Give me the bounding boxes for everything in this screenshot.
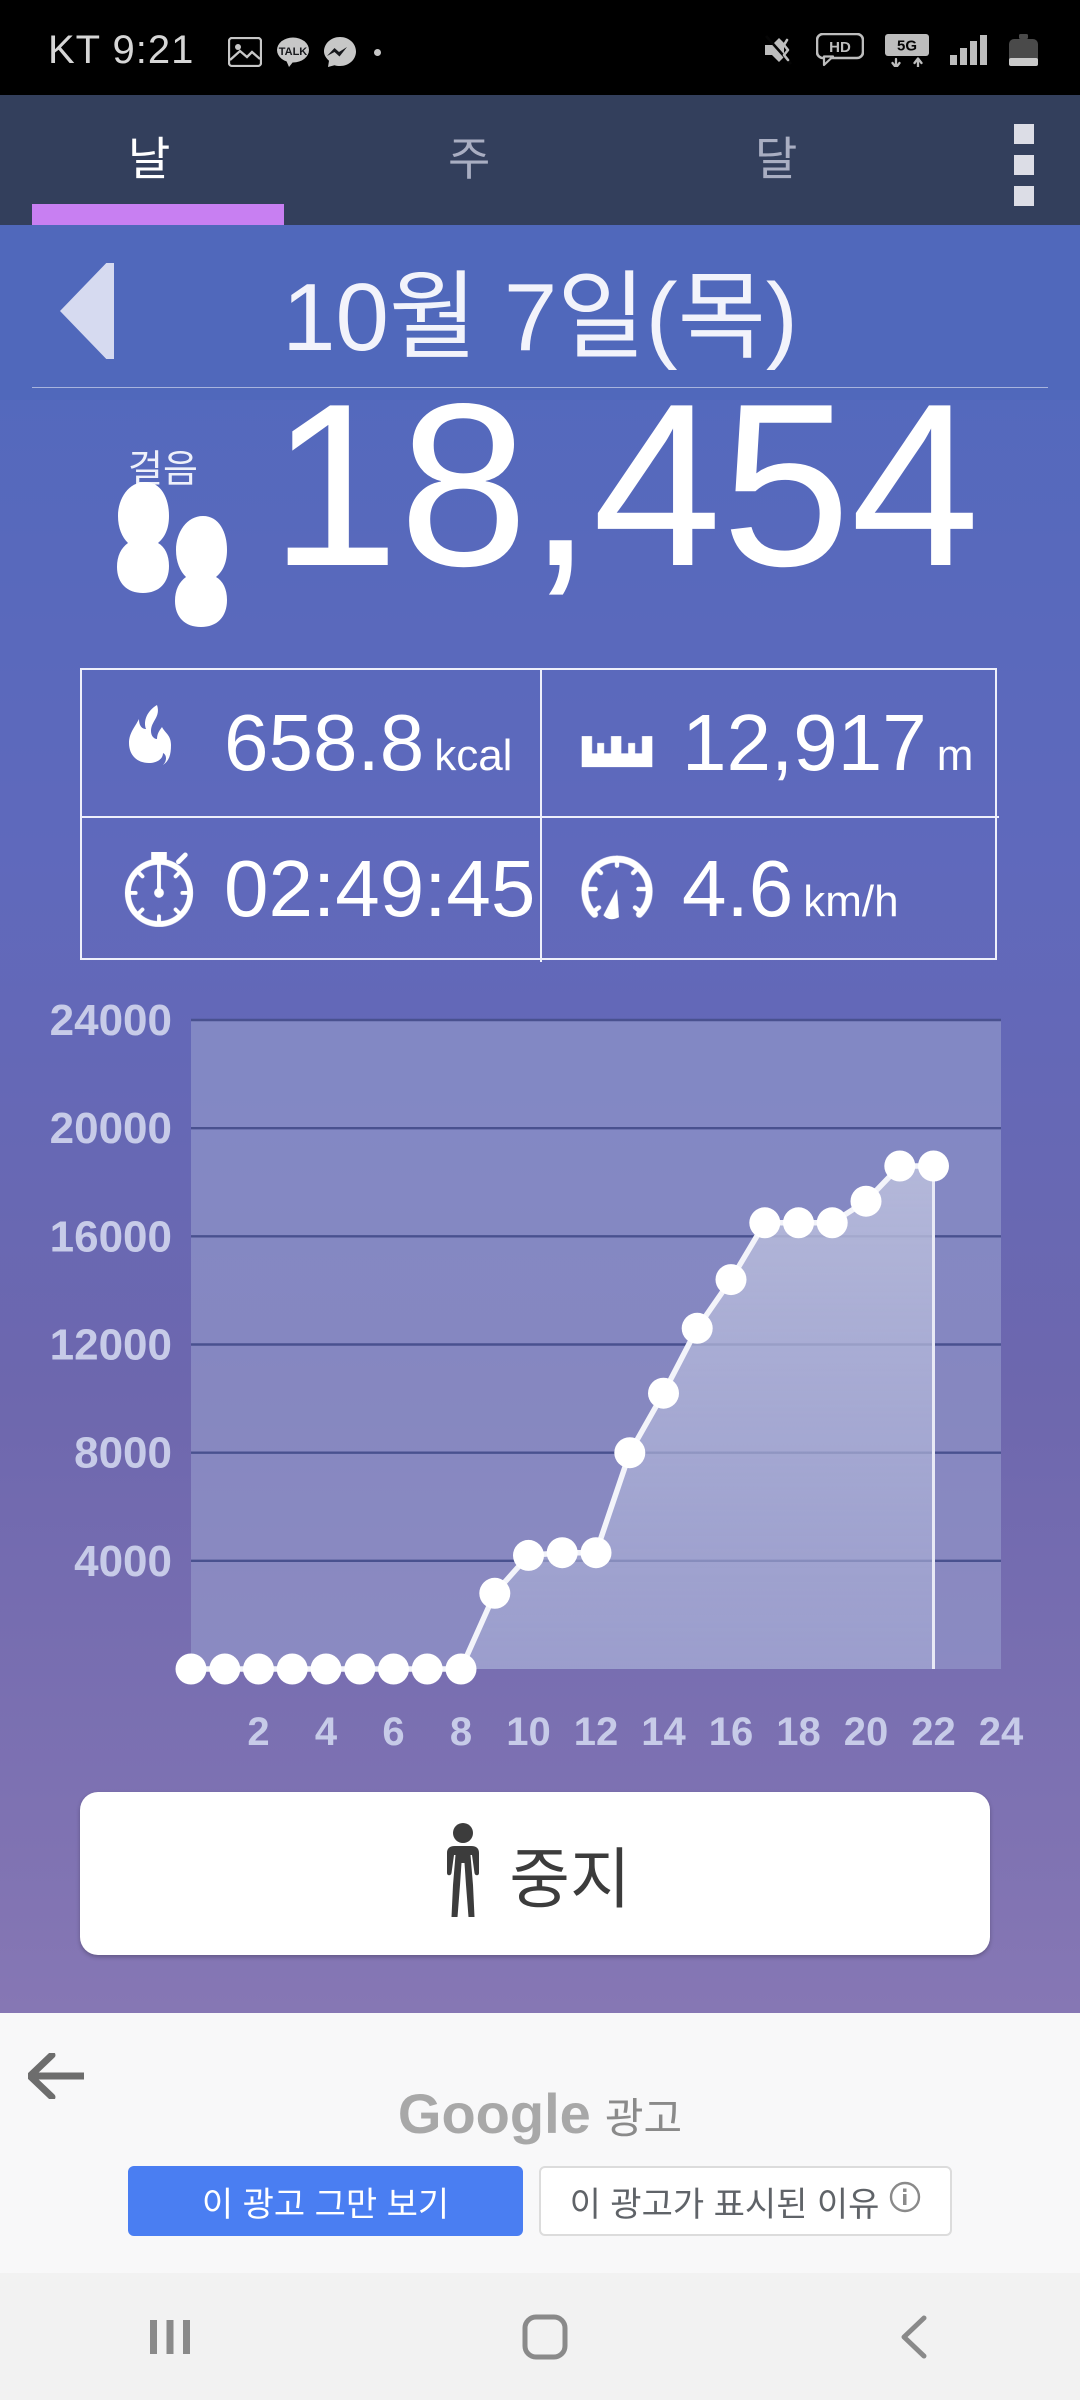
svg-text:5G: 5G: [897, 38, 917, 55]
svg-text:TALK: TALK: [279, 46, 308, 58]
svg-text:HD: HD: [829, 39, 851, 56]
